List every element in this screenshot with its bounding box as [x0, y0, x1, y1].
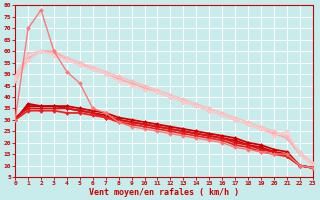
- X-axis label: Vent moyen/en rafales ( km/h ): Vent moyen/en rafales ( km/h ): [89, 188, 239, 197]
